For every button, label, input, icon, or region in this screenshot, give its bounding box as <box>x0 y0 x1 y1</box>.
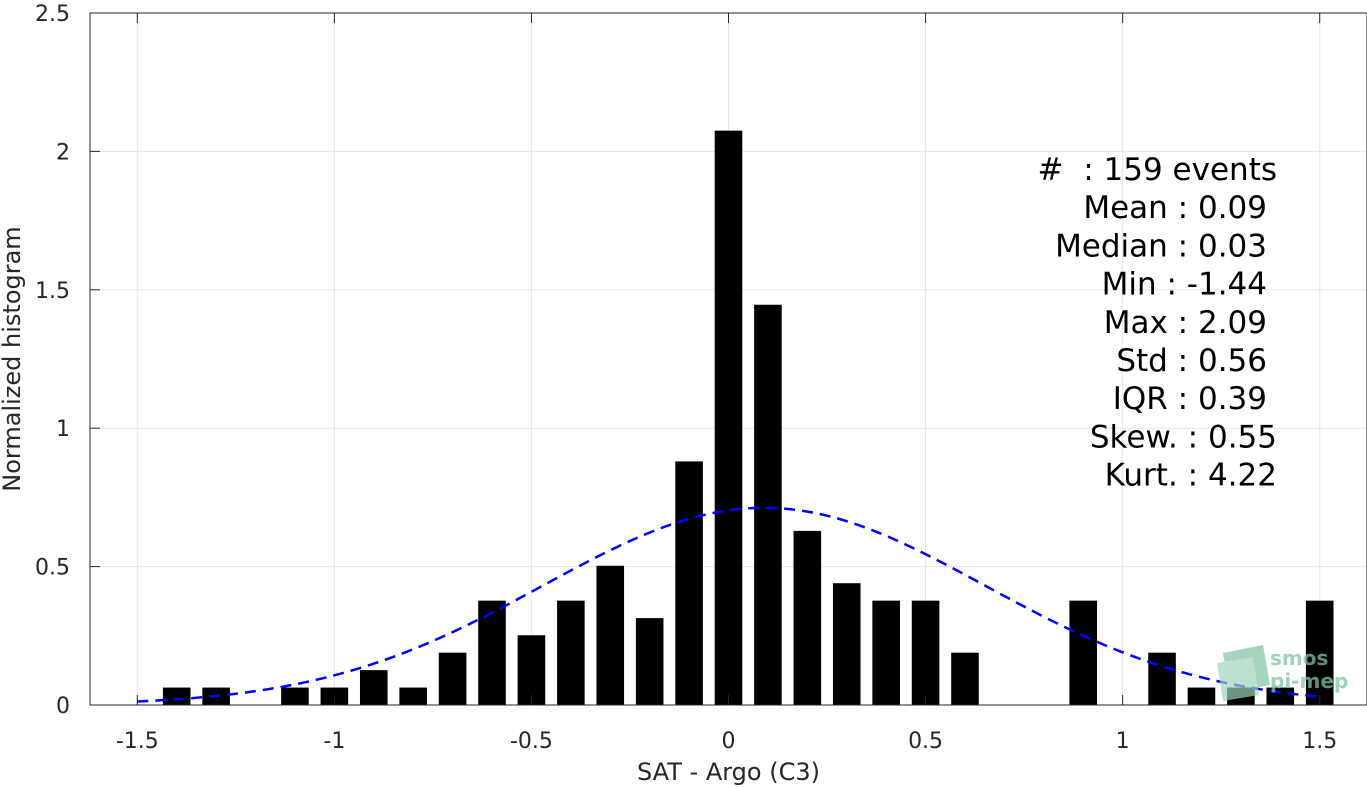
stats-line: Skew. : 0.55 <box>1090 419 1277 455</box>
histogram-bar <box>754 304 782 705</box>
x-tick-label: 1.5 <box>1302 729 1337 754</box>
x-tick-label: -1 <box>323 729 345 754</box>
stats-line: Mean : 0.09 <box>1083 190 1267 226</box>
x-tick-label: -0.5 <box>510 729 553 754</box>
y-tick-label: 2 <box>56 140 70 165</box>
histogram-bar <box>1187 687 1216 705</box>
histogram-bar <box>951 652 979 705</box>
histogram-bar <box>635 618 664 705</box>
y-tick-label: 0 <box>56 694 70 719</box>
stats-line: Std : 0.56 <box>1116 343 1267 379</box>
x-axis-label: SAT - Argo (C3) <box>637 758 820 786</box>
logo-shape <box>1217 645 1270 701</box>
x-tick-label: 0 <box>722 729 736 754</box>
histogram-bar <box>596 565 625 705</box>
stats-line: Kurt. : 4.22 <box>1105 458 1277 494</box>
histogram-bar <box>478 600 506 705</box>
histogram-bar <box>1148 652 1176 705</box>
stats-line: # : 159 events <box>1038 152 1277 188</box>
y-tick-label: 2.5 <box>35 2 70 27</box>
histogram-bar <box>399 687 427 705</box>
stats-line: IQR : 0.39 <box>1113 381 1267 417</box>
logo-text-smos: smos <box>1270 646 1328 670</box>
histogram-bars <box>162 130 1334 705</box>
y-tick-label: 0.5 <box>35 556 70 581</box>
stats-line: Median : 0.03 <box>1055 228 1267 264</box>
y-tick-labels: 0 0.5 1 1.5 2 2.5 <box>35 2 70 719</box>
histogram-bar <box>675 461 703 705</box>
y-tick-label: 1 <box>56 417 70 442</box>
histogram-bar <box>872 600 900 705</box>
stats-line: Max : 2.09 <box>1104 305 1267 341</box>
histogram-bar <box>832 583 861 705</box>
histogram-bar <box>793 530 822 705</box>
histogram-bar <box>1069 600 1098 705</box>
y-axis-label: Normalized histogram <box>0 226 26 491</box>
y-tick-label: 1.5 <box>35 279 70 304</box>
histogram-bar <box>557 600 585 705</box>
stats-line: Min : -1.44 <box>1102 267 1267 303</box>
histogram-bar <box>517 635 546 705</box>
histogram-bar <box>438 652 467 705</box>
x-tick-label: 1 <box>1116 729 1130 754</box>
logo-back-panel <box>1217 657 1259 701</box>
axis-tick-marks <box>90 12 1321 706</box>
histogram-bar <box>911 600 940 705</box>
histogram-bar <box>1305 600 1334 705</box>
histogram-bar <box>359 670 388 705</box>
histogram-bar <box>281 687 309 705</box>
x-tick-labels: -1.5 -1 -0.5 0 0.5 1 1.5 <box>116 729 1337 754</box>
gaussian-fit-curve <box>137 506 1320 703</box>
histogram-bar <box>162 687 191 705</box>
x-tick-label: -1.5 <box>116 729 159 754</box>
logo-text-pimep: pi-mep <box>1270 669 1348 693</box>
x-tick-label: 0.5 <box>908 729 943 754</box>
histogram-bar <box>714 130 743 705</box>
